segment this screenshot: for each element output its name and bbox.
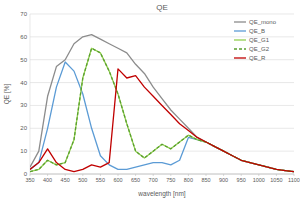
x-tick xyxy=(294,174,295,176)
x-tick-label: 1050 xyxy=(270,177,282,183)
y-tick-label: 20 xyxy=(20,125,27,131)
x-tick xyxy=(30,174,31,176)
x-tick xyxy=(276,174,277,176)
y-axis-label: QE [%] xyxy=(3,84,11,105)
y-tick-label: 10 xyxy=(20,148,27,154)
series-line xyxy=(30,69,294,172)
x-tick xyxy=(118,174,119,176)
legend-label: QE_G2 xyxy=(249,46,270,52)
y-tick-label: 40 xyxy=(20,80,27,86)
x-tick-label: 600 xyxy=(113,177,122,183)
grid-line xyxy=(30,128,294,129)
title: QE xyxy=(156,3,168,12)
x-tick-label: 850 xyxy=(201,177,210,183)
x-tick xyxy=(170,174,171,176)
x-tick xyxy=(241,174,242,176)
grid-line xyxy=(30,14,294,15)
x-tick xyxy=(223,174,224,176)
series-line xyxy=(30,48,294,171)
x-tick-label: 550 xyxy=(96,177,105,183)
x-tick-label: 700 xyxy=(149,177,158,183)
x-tick-label: 400 xyxy=(43,177,52,183)
x-tick-label: 350 xyxy=(25,177,34,183)
x-tick-label: 900 xyxy=(219,177,228,183)
grid-line xyxy=(30,82,294,83)
legend-label: QE_G1 xyxy=(249,37,270,43)
x-axis-label: wavelength [nm] xyxy=(137,190,186,198)
x-tick xyxy=(258,174,259,176)
legend: QE_mono QE_B QE_G1 QE_G2 QE_R xyxy=(234,19,277,61)
x-tick-label: 1100 xyxy=(288,177,300,183)
legend-label: QE_mono xyxy=(249,19,277,25)
y-tick-label: 60 xyxy=(20,34,27,40)
series-line xyxy=(30,35,294,172)
x-tick-label: 950 xyxy=(237,177,246,183)
x-tick xyxy=(153,174,154,176)
x-tick xyxy=(206,174,207,176)
x-tick xyxy=(47,174,48,176)
y-tick-label: 50 xyxy=(20,57,27,63)
legend-swatch xyxy=(234,39,246,40)
grid-line xyxy=(30,174,294,175)
x-tick-label: 650 xyxy=(131,177,140,183)
series-line xyxy=(30,62,294,172)
x-tick-label: 800 xyxy=(184,177,193,183)
legend-label: QE_R xyxy=(249,55,266,61)
x-tick xyxy=(65,174,66,176)
x-tick xyxy=(100,174,101,176)
x-tick-label: 750 xyxy=(166,177,175,183)
x-tick xyxy=(188,174,189,176)
series-line xyxy=(30,48,294,171)
y-axis xyxy=(30,14,31,174)
x-tick xyxy=(82,174,83,176)
legend-label: QE_B xyxy=(249,28,265,34)
legend-swatch xyxy=(234,48,246,49)
legend-swatch xyxy=(234,57,246,58)
chart: QE01020304050607035040045050055060065070… xyxy=(0,0,300,200)
x-axis xyxy=(30,174,294,175)
legend-swatch xyxy=(234,30,246,31)
x-tick-label: 500 xyxy=(78,177,87,183)
legend-swatch xyxy=(234,21,246,22)
y-tick-label: 30 xyxy=(20,102,27,108)
x-tick-label: 1000 xyxy=(253,177,265,183)
x-tick xyxy=(135,174,136,176)
x-tick-label: 450 xyxy=(61,177,70,183)
plot-area xyxy=(30,35,294,172)
y-tick-label: 70 xyxy=(20,11,27,17)
